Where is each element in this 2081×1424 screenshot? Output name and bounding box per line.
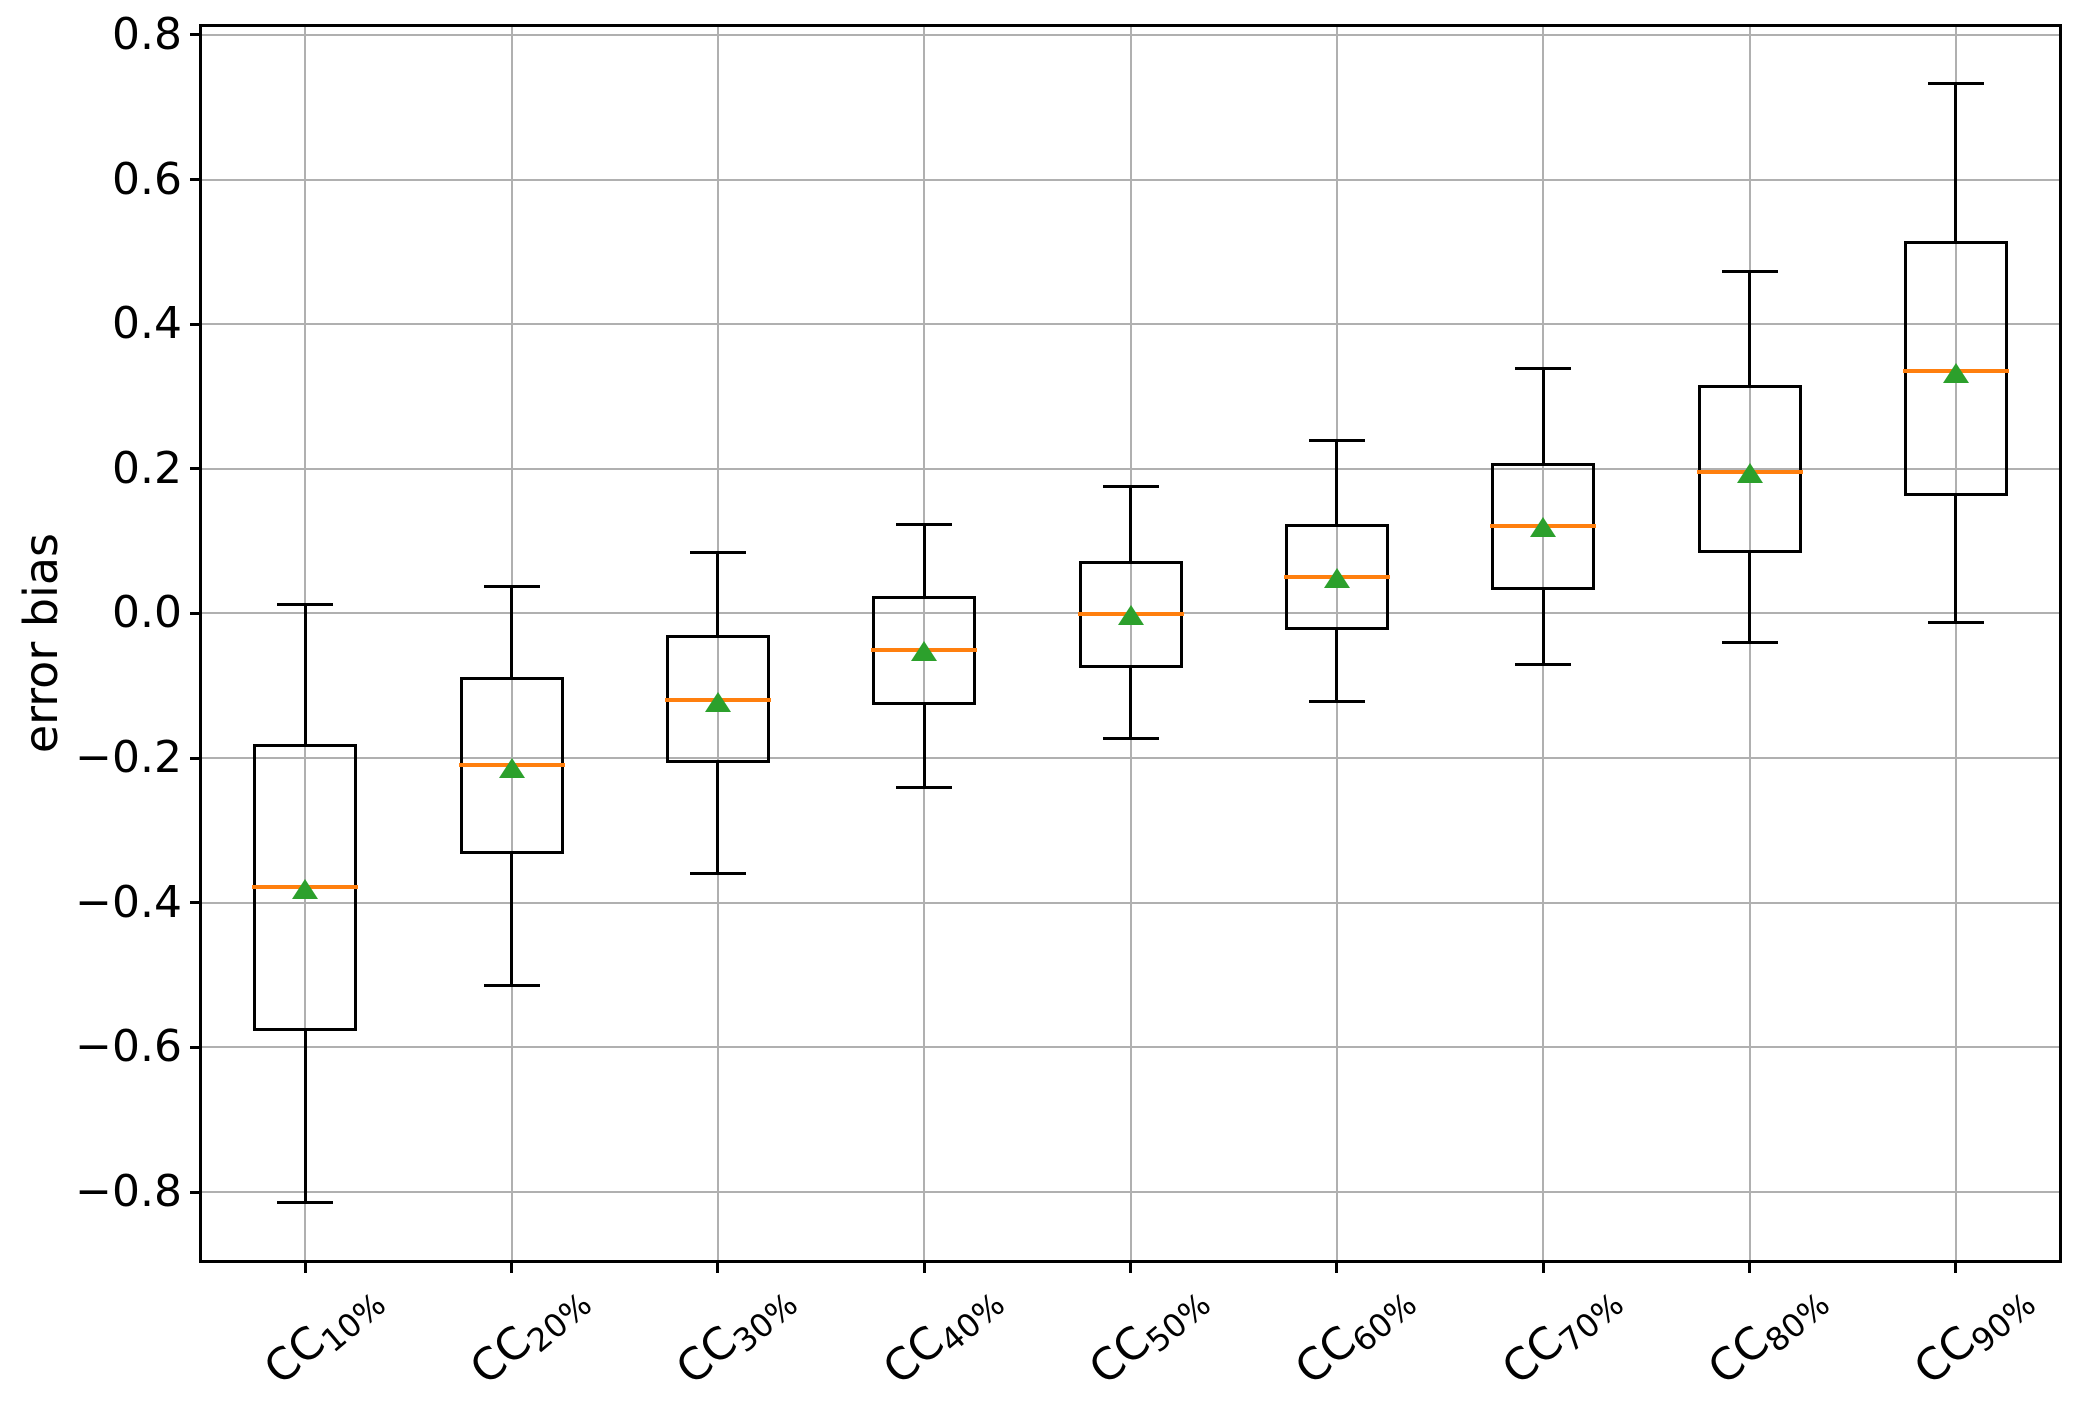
y-tick-label: 0.8 xyxy=(112,8,182,60)
whisker-cap-lower xyxy=(1308,700,1365,704)
whisker-cap-lower xyxy=(1721,640,1778,644)
whisker-lower xyxy=(1335,630,1339,702)
x-tick-label: CC70% xyxy=(1492,1272,1634,1403)
mean-triangle-icon xyxy=(1736,463,1763,484)
whisker-lower xyxy=(1541,589,1545,665)
y-tick-label: 0.0 xyxy=(112,587,182,639)
y-tick-label: 0.6 xyxy=(112,153,182,205)
y-tick-mark xyxy=(190,1045,201,1049)
y-tick-mark xyxy=(190,1190,201,1194)
v-gridline xyxy=(1129,27,1132,1260)
whisker-upper xyxy=(1129,486,1132,561)
whisker-upper xyxy=(1335,440,1339,524)
y-tick-label: 0.4 xyxy=(112,298,182,350)
y-tick-mark xyxy=(190,901,201,905)
whisker-lower xyxy=(716,763,720,874)
y-axis-label: error bias xyxy=(14,533,68,754)
whisker-lower xyxy=(1129,667,1132,739)
x-tick-mark xyxy=(303,1262,307,1273)
whisker-cap-upper xyxy=(689,550,746,554)
mean-triangle-icon xyxy=(704,691,731,712)
whisker-cap-upper xyxy=(1927,81,1984,85)
mean-triangle-icon xyxy=(1530,517,1557,538)
y-tick-mark xyxy=(190,756,201,760)
x-tick-label: CC20% xyxy=(461,1272,602,1403)
whisker-cap-lower xyxy=(689,871,746,875)
plot-area xyxy=(199,24,2062,1263)
y-tick-label: −0.8 xyxy=(75,1166,182,1218)
x-tick-label: CC80% xyxy=(1699,1272,1840,1403)
x-tick-mark xyxy=(1954,1262,1958,1273)
x-tick-label: CC40% xyxy=(873,1272,1015,1403)
whisker-lower xyxy=(1748,553,1751,643)
whisker-cap-upper xyxy=(1308,439,1365,443)
x-tick-label: CC90% xyxy=(1905,1272,2046,1403)
whisker-upper xyxy=(303,604,307,744)
mean-triangle-icon xyxy=(911,641,938,662)
x-tick-mark xyxy=(1748,1262,1751,1273)
y-tick-label: −0.6 xyxy=(75,1021,182,1073)
whisker-cap-upper xyxy=(277,603,334,607)
mean-triangle-icon xyxy=(292,879,319,899)
whisker-cap-upper xyxy=(483,585,540,589)
whisker-cap-lower xyxy=(1102,737,1159,741)
x-tick-mark xyxy=(716,1262,720,1273)
x-tick-label: CC60% xyxy=(1286,1272,1427,1403)
whisker-cap-lower xyxy=(483,984,540,988)
whisker-cap-lower xyxy=(896,785,953,789)
whisker-upper xyxy=(510,586,513,678)
y-axis-label-wrap: error bias xyxy=(14,27,68,1260)
mean-triangle-icon xyxy=(1117,604,1144,625)
y-tick-mark xyxy=(190,33,201,37)
x-tick-label: CC10% xyxy=(254,1272,396,1403)
whisker-cap-upper xyxy=(1102,485,1159,489)
whisker-upper xyxy=(1541,368,1545,464)
y-tick-mark xyxy=(190,178,201,182)
whisker-upper xyxy=(1748,271,1751,385)
box-iqr xyxy=(1903,241,2008,496)
y-tick-mark xyxy=(190,322,201,326)
whisker-lower xyxy=(303,1031,307,1203)
v-gridline xyxy=(716,27,719,1260)
v-gridline xyxy=(1954,27,1957,1260)
whisker-cap-lower xyxy=(277,1201,334,1205)
whisker-cap-lower xyxy=(1515,662,1572,666)
y-tick-label: 0.2 xyxy=(112,442,182,494)
mean-triangle-icon xyxy=(1323,568,1350,589)
x-tick-mark xyxy=(922,1262,926,1273)
whisker-cap-upper xyxy=(1721,269,1778,273)
whisker-lower xyxy=(922,704,926,788)
y-tick-label: −0.2 xyxy=(75,732,182,784)
mean-triangle-icon xyxy=(498,757,525,778)
x-tick-mark xyxy=(1129,1262,1132,1273)
y-tick-mark xyxy=(190,611,201,615)
box-iqr xyxy=(1697,384,1802,554)
whisker-upper xyxy=(716,552,720,636)
whisker-cap-upper xyxy=(896,523,953,527)
x-tick-label: CC30% xyxy=(667,1272,808,1403)
whisker-lower xyxy=(1954,495,1958,623)
whisker-upper xyxy=(1954,83,1958,242)
whisker-cap-lower xyxy=(1927,621,1984,625)
mean-triangle-icon xyxy=(1942,362,1969,383)
whisker-upper xyxy=(922,524,926,597)
x-tick-label: CC50% xyxy=(1080,1272,1221,1403)
x-tick-mark xyxy=(1335,1262,1339,1273)
y-tick-label: −0.4 xyxy=(75,876,182,928)
whisker-lower xyxy=(510,854,513,986)
x-tick-mark xyxy=(1541,1262,1545,1273)
whisker-cap-upper xyxy=(1515,366,1572,370)
y-tick-mark xyxy=(190,467,201,471)
x-tick-mark xyxy=(510,1262,513,1273)
